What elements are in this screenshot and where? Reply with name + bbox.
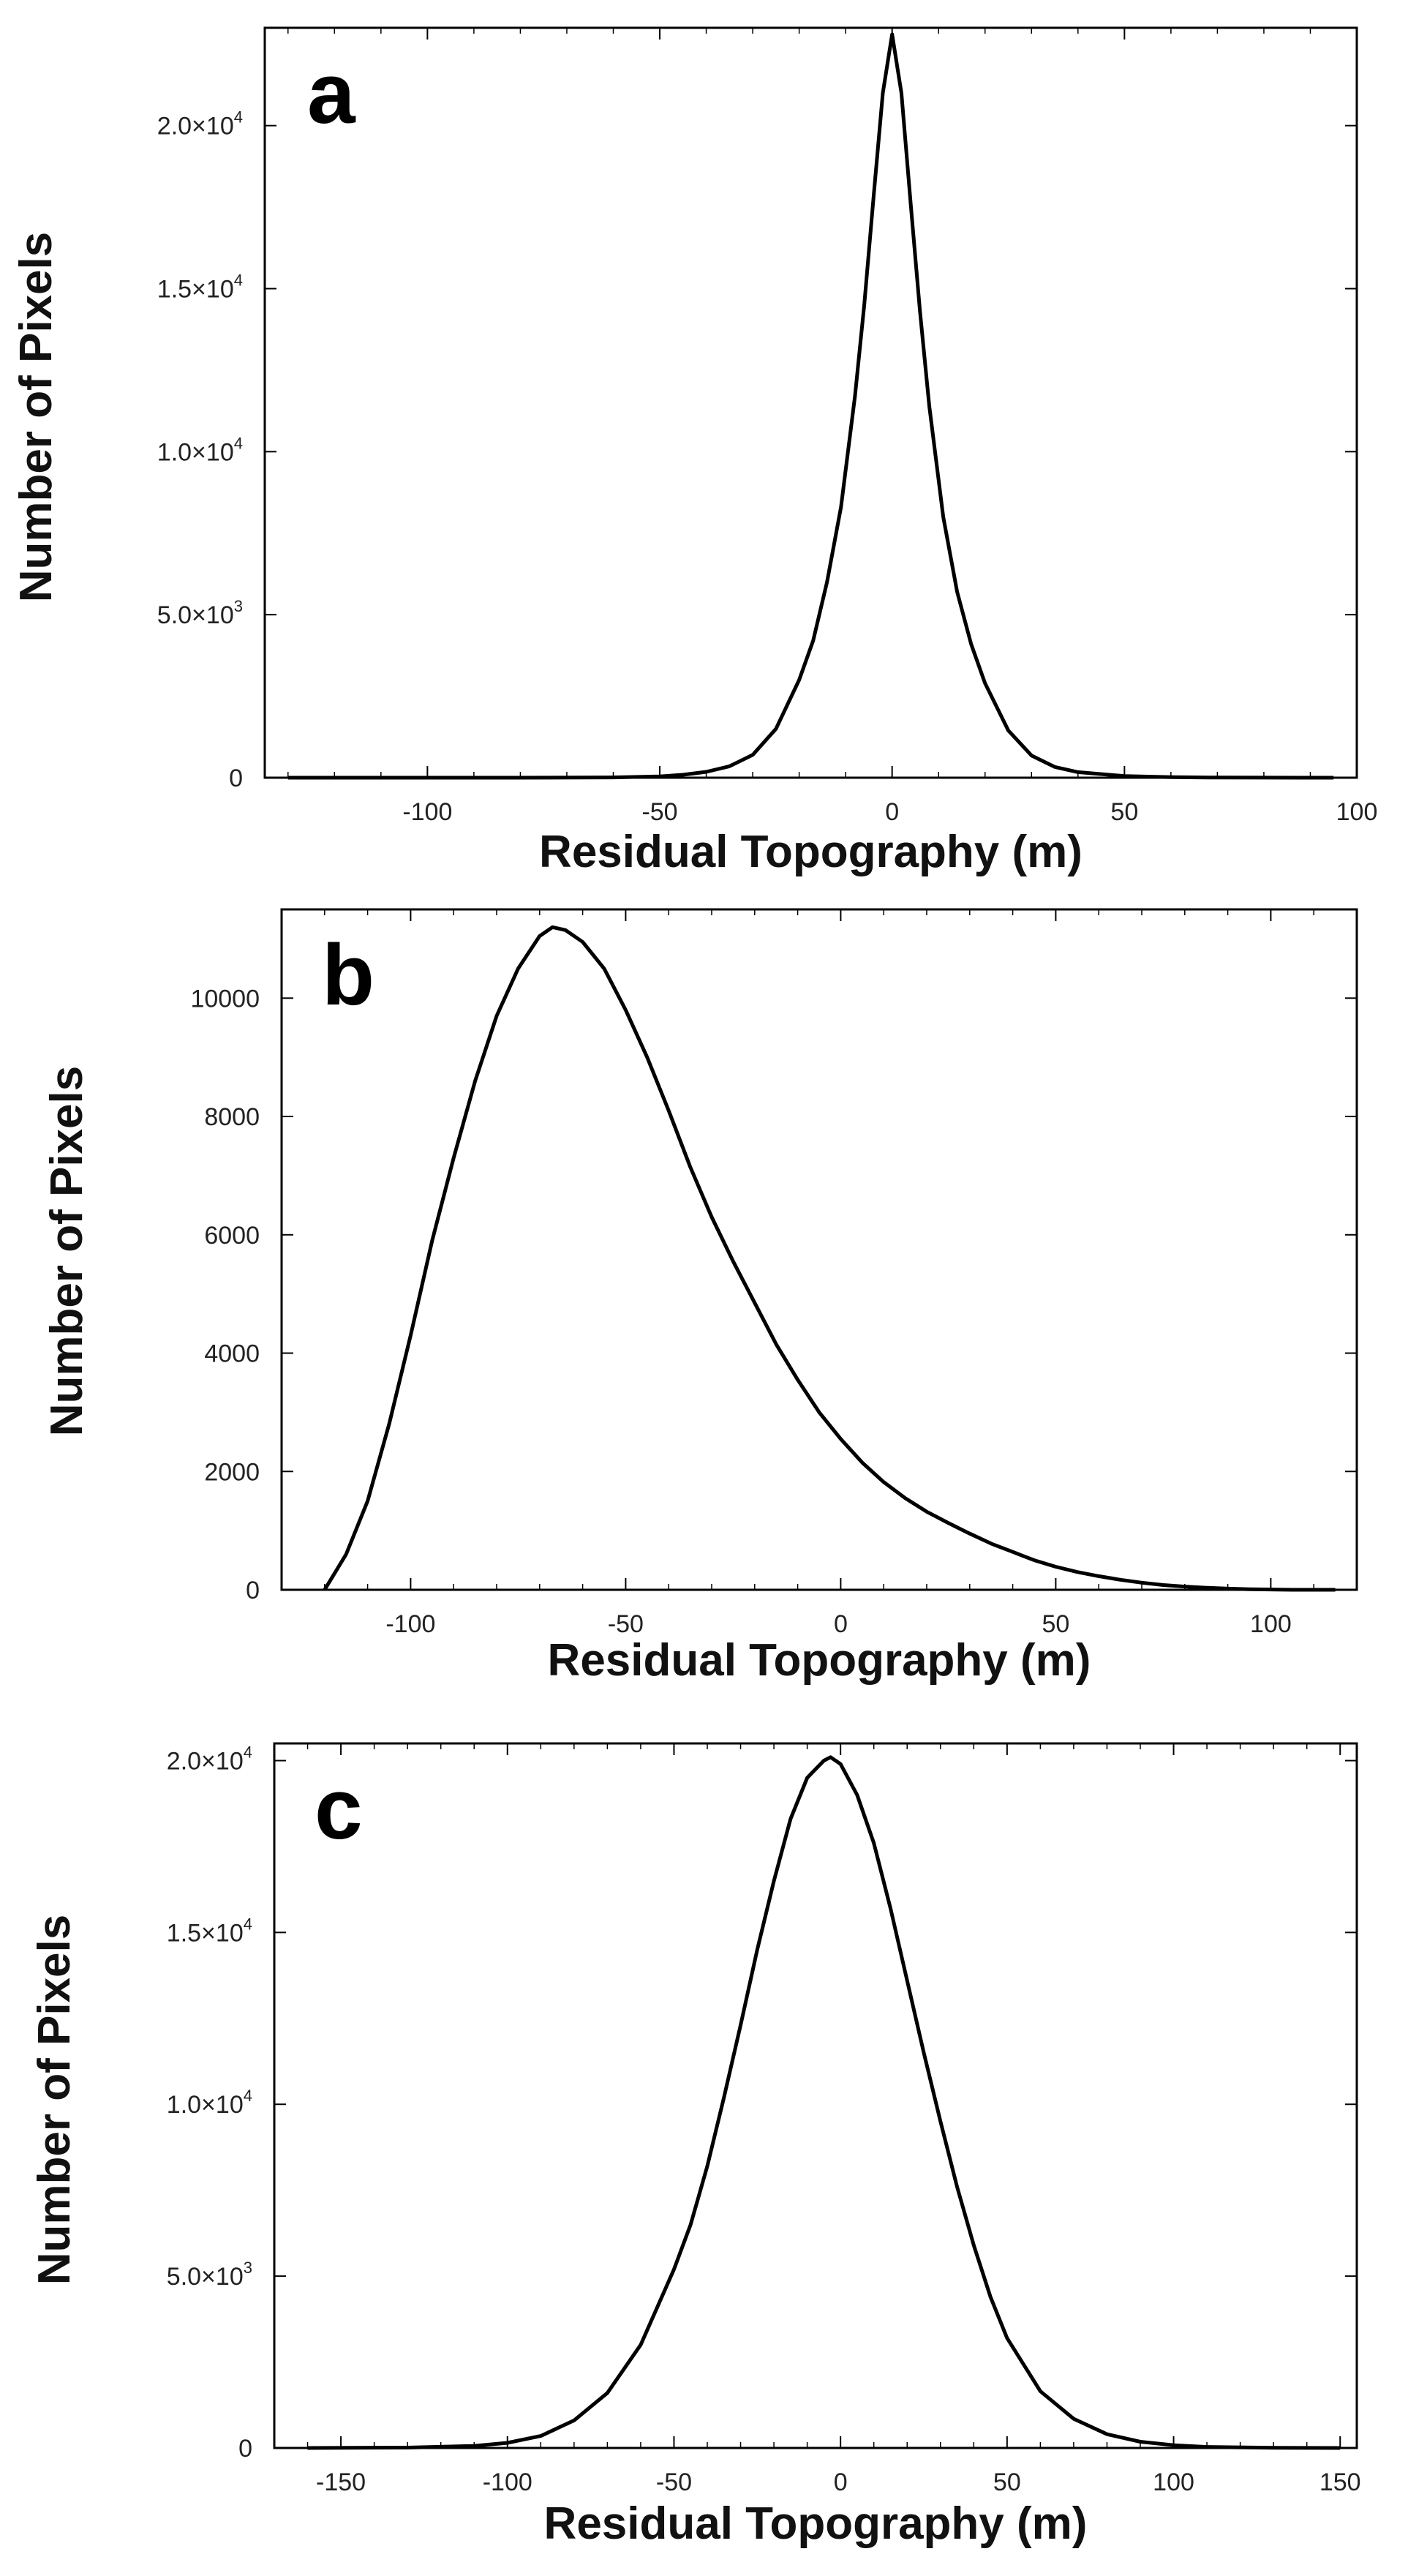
histogram-series-line xyxy=(307,1755,1341,2450)
y-tick-label: 2000 xyxy=(204,1458,260,1486)
panel-label: c xyxy=(315,1761,363,1858)
x-tick-label: 150 xyxy=(1319,2468,1361,2496)
y-tick-label: 8000 xyxy=(204,1103,260,1131)
x-tick-label: -100 xyxy=(483,2468,532,2496)
y-tick-label: 5.0×103 xyxy=(157,597,243,629)
histogram-series-line xyxy=(287,32,1334,780)
y-tick-label: 10000 xyxy=(190,985,260,1013)
x-tick-label: 0 xyxy=(885,798,899,826)
y-axis-label: Number of Pixels xyxy=(11,232,61,602)
x-tick-label: -50 xyxy=(641,798,677,826)
chart-panel-c: -150 -100 -50 0 50 100 150 0 5.0×103 1.0×104 1.5×1… xyxy=(29,1742,1361,2549)
y-tick-label: 0 xyxy=(238,2435,252,2463)
x-axis-label: Residual Topography (m) xyxy=(548,1635,1091,1686)
y-tick-label: 5.0×103 xyxy=(167,2258,252,2291)
x-tick-label: 0 xyxy=(834,1610,848,1638)
y-tick-label: 1.0×104 xyxy=(157,434,243,466)
x-tick-label: -150 xyxy=(316,2468,366,2496)
plot-frame xyxy=(273,1742,1358,2449)
y-axis-label: Number of Pixels xyxy=(42,1066,92,1436)
plot-frame xyxy=(263,26,1358,779)
x-tick-label: 100 xyxy=(1336,798,1378,826)
y-tick-label: 0 xyxy=(246,1577,260,1604)
x-axis-label: Residual Topography (m) xyxy=(539,827,1083,877)
y-tick-label: 6000 xyxy=(204,1222,260,1250)
x-tick-label: -100 xyxy=(402,798,452,826)
chart-panel-b: -100 -50 0 50 100 0 2000 4000 6000 8000 10000 Resid… xyxy=(42,908,1358,1686)
y-tick-label: 1.5×104 xyxy=(157,271,243,304)
x-axis-label: Residual Topography (m) xyxy=(544,2498,1088,2549)
x-tick-label: -50 xyxy=(608,1610,644,1638)
y-tick-label: 1.5×104 xyxy=(167,1915,252,1947)
x-tick-label: 0 xyxy=(834,2468,848,2496)
histogram-series-line xyxy=(323,925,1336,1592)
x-tick-label: 100 xyxy=(1250,1610,1292,1638)
plot-frame xyxy=(280,908,1358,1591)
panel-label: a xyxy=(307,45,356,142)
y-axis-label: Number of Pixels xyxy=(29,1915,80,2285)
x-tick-label: -50 xyxy=(656,2468,692,2496)
x-tick-label: 50 xyxy=(1042,1610,1069,1638)
x-tick-label: -100 xyxy=(385,1610,435,1638)
x-tick-label: 50 xyxy=(1110,798,1138,826)
y-tick-label: 0 xyxy=(229,765,243,792)
y-tick-label: 1.0×104 xyxy=(167,2087,252,2119)
x-tick-label: 50 xyxy=(993,2468,1021,2496)
y-tick-label: 4000 xyxy=(204,1340,260,1368)
y-tick-label: 2.0×104 xyxy=(167,1743,252,1775)
panel-label: b xyxy=(322,927,374,1024)
x-tick-label: 100 xyxy=(1153,2468,1194,2496)
chart-panel-a: -100 -50 0 50 100 0 5.0×103 1.0×104 1.5×104 2.0×1… xyxy=(11,26,1378,877)
y-tick-label: 2.0×104 xyxy=(157,108,243,140)
